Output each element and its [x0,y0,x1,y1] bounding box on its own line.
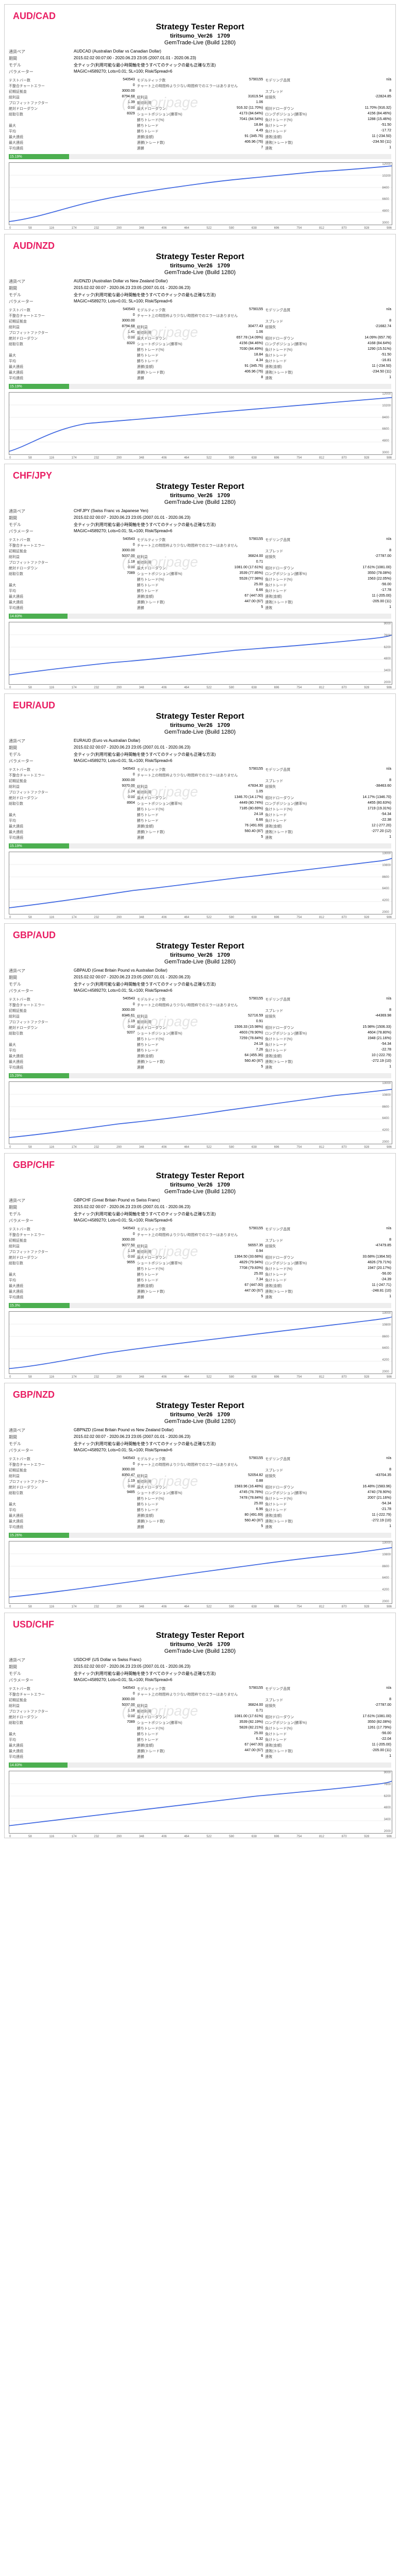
quality-bar: 14.83% [9,614,391,619]
stats-grid: テストバー数540543 モデルティック数5790155 モデリング品質n/a … [9,1227,391,1300]
stats-grid: テストバー数540543 モデルティック数5790155 モデリング品質n/a … [9,1686,391,1759]
info-grid: 通貨ペアEURAUD (Euro vs Australian Dollar) 期… [9,738,391,764]
report-server: GemTrade-Live (Build 1280) [9,1418,391,1425]
report-title: Strategy Tester Report [9,482,391,492]
report-server: GemTrade-Live (Build 1280) [9,499,391,505]
report-gbpchf: (C)horipage GBP/CHF Strategy Tester Repo… [4,1153,396,1379]
quality-bar: 15.19% [9,154,391,159]
equity-chart: 30004800660084001020012000 0581161742322… [9,162,392,225]
stats-grid: テストバー数540543 モデルティック数5790155 モデリング品質n/a … [9,767,391,840]
chart-yaxis: 20004200640086001080013000 [382,852,391,914]
report-server: GemTrade-Live (Build 1280) [9,959,391,965]
report-subtitle: tiritsumo_Ver26 1709 [9,1641,391,1648]
report-audcad: (C)horipage AUD/CAD Strategy Tester Repo… [4,4,396,230]
chart-xaxis: 0581161742322903484064645225806386967548… [9,686,392,689]
report-server: GemTrade-Live (Build 1280) [9,729,391,735]
info-grid: 通貨ペアCHFJPY (Swiss Franc vs Japanese Yen)… [9,509,391,534]
pair-label: USD/CHF [13,1619,391,1630]
report-server: GemTrade-Live (Build 1280) [9,40,391,46]
quality-bar: 15.3% [9,1303,391,1308]
equity-chart: 200034004800620076009000 058116174232290… [9,1771,392,1834]
report-subtitle: tiritsumo_Ver26 1709 [9,263,391,269]
info-grid: 通貨ペアGBPAUD (Great Britain Pound vs Austr… [9,968,391,994]
chart-yaxis: 20004200640086001080013000 [382,1541,391,1603]
report-audnzd: (C)horipage AUD/NZD Strategy Tester Repo… [4,234,396,460]
report-chfjpy: (C)horipage CHF/JPY Strategy Tester Repo… [4,464,396,689]
stats-grid: テストバー数540543 モデルティック数5790155 モデリング品質n/a … [9,78,391,151]
report-server: GemTrade-Live (Build 1280) [9,1189,391,1195]
chart-yaxis: 20004200640086001080013000 [382,1312,391,1374]
chart-yaxis: 200034004800620076009000 [384,622,391,684]
report-server: GemTrade-Live (Build 1280) [9,269,391,276]
quality-bar: 14.83% [9,1762,391,1768]
chart-yaxis: 30004800660084001020012000 [382,393,391,454]
report-title: Strategy Tester Report [9,23,391,32]
equity-chart: 20004200640086001080013000 0581161742322… [9,1311,392,1374]
info-grid: 通貨ペアAUDNZD (Australian Dollar vs New Zea… [9,279,391,304]
info-grid: 通貨ペアUSDCHF (US Dollar vs Swiss Franc) 期間… [9,1657,391,1683]
report-subtitle: tiritsumo_Ver26 1709 [9,33,391,39]
quality-bar: 15.19% [9,384,391,389]
chart-yaxis: 30004800660084001020012000 [382,163,391,225]
stats-grid: テストバー数540543 モデルティック数5790155 モデリング品質n/a … [9,997,391,1070]
info-grid: 通貨ペアGBPNZD (Great Britain Pound vs New Z… [9,1428,391,1453]
report-title: Strategy Tester Report [9,712,391,721]
pair-label: GBP/NZD [13,1389,391,1400]
report-subtitle: tiritsumo_Ver26 1709 [9,1412,391,1418]
chart-xaxis: 0581161742322903484064645225806386967548… [9,456,392,460]
stats-grid: テストバー数540543 モデルティック数5790155 モデリング品質n/a … [9,308,391,381]
report-subtitle: tiritsumo_Ver26 1709 [9,1182,391,1188]
report-gbpnzd: (C)horipage GBP/NZD Strategy Tester Repo… [4,1383,396,1608]
quality-bar: 15.19% [9,843,391,849]
report-subtitle: tiritsumo_Ver26 1709 [9,952,391,958]
chart-xaxis: 0581161742322903484064645225806386967548… [9,1835,392,1838]
equity-chart: 30004800660084001020012000 0581161742322… [9,392,392,455]
chart-xaxis: 0581161742322903484064645225806386967548… [9,1146,392,1149]
report-gbpaud: (C)horipage GBP/AUD Strategy Tester Repo… [4,923,396,1149]
chart-xaxis: 0581161742322903484064645225806386967548… [9,1376,392,1379]
quality-bar: 15.26% [9,1533,391,1538]
report-subtitle: tiritsumo_Ver26 1709 [9,493,391,499]
report-title: Strategy Tester Report [9,252,391,262]
pair-label: EUR/AUD [13,700,391,711]
chart-xaxis: 0581161742322903484064645225806386967548… [9,1605,392,1608]
pair-label: AUD/NZD [13,241,391,251]
chart-xaxis: 0581161742322903484064645225806386967548… [9,916,392,919]
chart-yaxis: 200034004800620076009000 [384,1771,391,1833]
equity-chart: 20004200640086001080013000 0581161742322… [9,1541,392,1604]
report-usdchf: (C)horipage USD/CHF Strategy Tester Repo… [4,1613,396,1838]
equity-chart: 20004200640086001080013000 0581161742322… [9,1081,392,1144]
report-title: Strategy Tester Report [9,1401,391,1411]
info-grid: 通貨ペアGBPCHF (Great Britain Pound vs Swiss… [9,1198,391,1224]
report-server: GemTrade-Live (Build 1280) [9,1648,391,1654]
chart-xaxis: 0581161742322903484064645225806386967548… [9,227,392,230]
pair-label: GBP/AUD [13,930,391,941]
pair-label: CHF/JPY [13,470,391,481]
report-title: Strategy Tester Report [9,942,391,951]
report-subtitle: tiritsumo_Ver26 1709 [9,722,391,728]
info-grid: 通貨ペアAUDCAD (Australian Dollar vs Canadia… [9,49,391,75]
report-title: Strategy Tester Report [9,1631,391,1640]
pair-label: AUD/CAD [13,11,391,22]
stats-grid: テストバー数540543 モデルティック数5790155 モデリング品質n/a … [9,1456,391,1530]
equity-chart: 200034004800620076009000 058116174232290… [9,622,392,685]
report-title: Strategy Tester Report [9,1172,391,1181]
pair-label: GBP/CHF [13,1160,391,1171]
equity-chart: 20004200640086001080013000 0581161742322… [9,852,392,914]
quality-bar: 15.29% [9,1073,391,1078]
stats-grid: テストバー数540543 モデルティック数5790155 モデリング品質n/a … [9,537,391,611]
chart-yaxis: 20004200640086001080013000 [382,1082,391,1144]
report-euraud: (C)horipage EUR/AUD Strategy Tester Repo… [4,693,396,919]
